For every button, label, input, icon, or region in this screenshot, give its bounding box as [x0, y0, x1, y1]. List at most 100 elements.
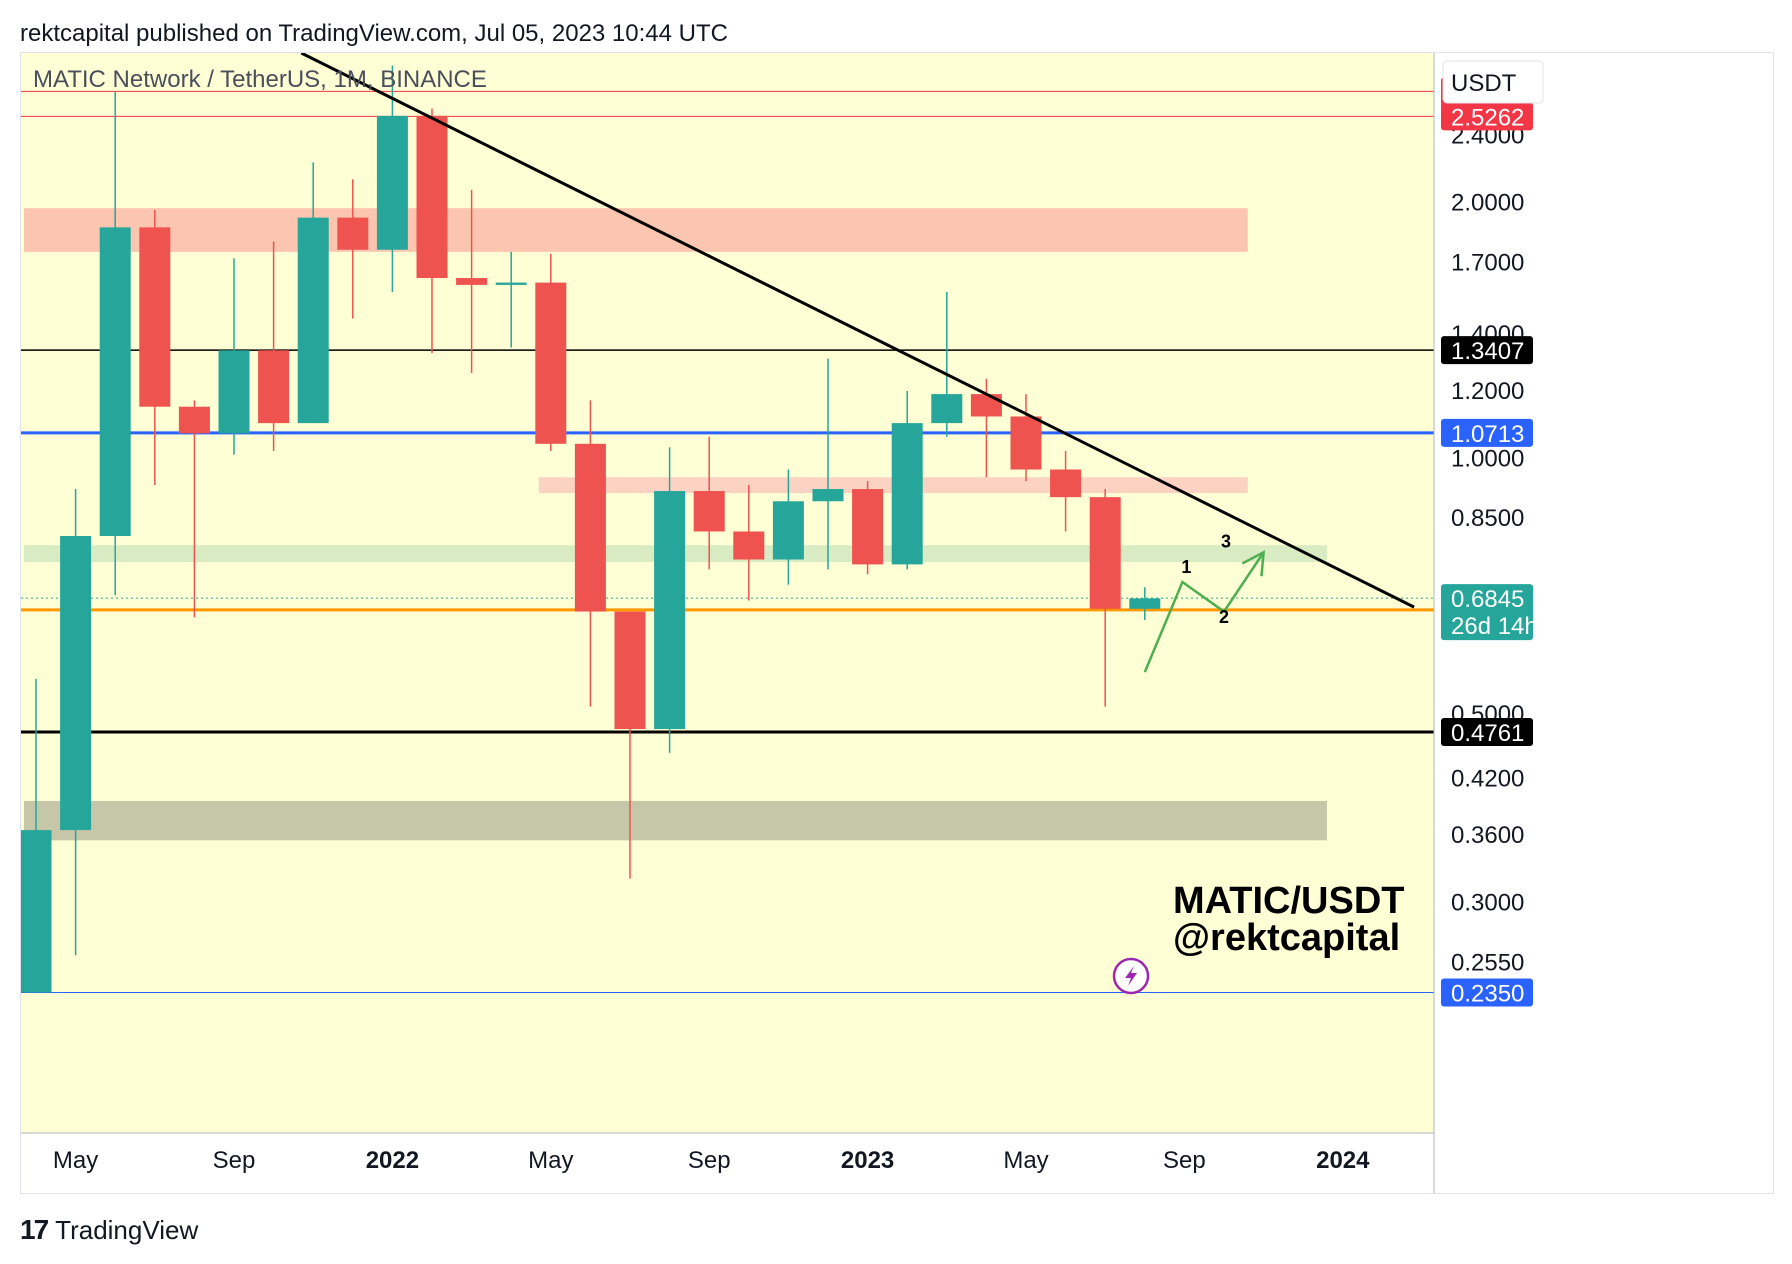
- time-tick-label: Sep: [688, 1147, 731, 1174]
- candle-body: [139, 227, 171, 407]
- candle-body: [852, 489, 884, 565]
- candle-body: [931, 394, 963, 424]
- time-tick-label: May: [528, 1147, 573, 1174]
- wave-label: 3: [1221, 532, 1231, 552]
- price-tick-label: 0.3000: [1451, 889, 1524, 916]
- lightning-icon[interactable]: [1112, 957, 1150, 995]
- candle: [1010, 394, 1042, 482]
- candle: [574, 400, 606, 707]
- current-price-label: 0.6845: [1451, 586, 1524, 613]
- time-tick-label: Sep: [213, 1147, 256, 1174]
- time-axis[interactable]: May Sep 2022 May Sep 2023 May Sep 2024: [53, 1147, 1370, 1174]
- candle: [693, 436, 725, 570]
- candle: [178, 400, 210, 618]
- candle: [772, 469, 804, 585]
- footer[interactable]: 17 TradingView: [20, 1214, 198, 1246]
- candle: [654, 447, 686, 753]
- candle-body: [970, 394, 1002, 417]
- candle: [337, 179, 369, 319]
- candle-body: [456, 278, 488, 285]
- price-tick-label: 0.3600: [1451, 822, 1524, 849]
- level-tag: [1441, 718, 1533, 747]
- wave-label: 2: [1219, 607, 1229, 627]
- candle: [258, 241, 290, 451]
- level-tag-label: 1.0713: [1451, 421, 1524, 448]
- zone-band: [24, 800, 1327, 841]
- candle: [218, 258, 250, 455]
- candle-body: [574, 443, 606, 612]
- watermark-line-1: MATIC/USDT: [1173, 880, 1405, 922]
- candle-body: [218, 350, 250, 434]
- level-tag: [1441, 336, 1533, 365]
- currency-box[interactable]: [1442, 60, 1544, 104]
- candle-body: [60, 536, 92, 831]
- candle-body: [376, 115, 408, 250]
- level-tag: [1441, 978, 1533, 1007]
- current-price-tag: [1441, 584, 1533, 641]
- time-axis-background: [21, 1133, 1434, 1193]
- level-tag-label: 0.2350: [1451, 981, 1524, 1008]
- price-axis[interactable]: 2.40002.00001.70001.40001.20001.00000.85…: [1441, 77, 1538, 1008]
- price-tick-label: 0.4200: [1451, 765, 1524, 792]
- candle: [535, 253, 567, 451]
- candle-body: [1050, 469, 1082, 498]
- level-tag-label: 2.5262: [1451, 104, 1524, 131]
- time-tick-label: 2022: [366, 1147, 419, 1174]
- time-tick-label: 2023: [841, 1147, 894, 1174]
- tradingview-brand: TradingView: [55, 1214, 199, 1245]
- candle: [1129, 587, 1161, 621]
- candle-body: [891, 423, 923, 565]
- candle: [495, 251, 527, 348]
- candle-body: [1010, 416, 1042, 470]
- price-tick-label: 1.2000: [1451, 378, 1524, 405]
- candle: [931, 291, 963, 437]
- trendline-layer: [300, 53, 1415, 609]
- price-tick-label: 1.0000: [1451, 445, 1524, 472]
- time-tick-label: May: [1003, 1147, 1048, 1174]
- candle: [60, 489, 92, 956]
- candle: [812, 358, 844, 570]
- candle: [1089, 489, 1121, 707]
- price-chart[interactable]: 123 2.40002.00001.70001.40001.20001.0000…: [21, 53, 1773, 1193]
- level-tag: [1441, 418, 1533, 447]
- candle: [614, 611, 646, 879]
- level-tag-label: 0.4761: [1451, 720, 1524, 747]
- levels-layer: [21, 90, 1434, 993]
- price-tick-label: 0.2550: [1451, 949, 1524, 976]
- candle-body: [772, 501, 804, 560]
- symbol-title: MATIC Network / TetherUS, 1M, BINANCE: [33, 66, 487, 93]
- candle: [416, 108, 448, 354]
- price-tick-label: 2.0000: [1451, 190, 1524, 217]
- price-tick-label: 0.8500: [1451, 505, 1524, 532]
- candle: [1050, 450, 1082, 532]
- level-tag-label: 1.3407: [1451, 338, 1524, 365]
- candle-body: [99, 227, 131, 537]
- time-tick-label: Sep: [1163, 1147, 1206, 1174]
- candle: [376, 65, 408, 292]
- candle-body: [654, 491, 686, 730]
- candle-body: [178, 406, 210, 434]
- publish-header: rektcapital published on TradingView.com…: [20, 20, 728, 47]
- candle-body: [535, 282, 567, 444]
- projection-path: [1143, 551, 1265, 673]
- candle: [456, 189, 488, 374]
- candle-body: [1089, 497, 1121, 609]
- zone-band: [24, 208, 1248, 252]
- candle-body: [258, 350, 290, 424]
- price-tick-label: 1.7000: [1451, 250, 1524, 277]
- candle-body: [614, 611, 646, 730]
- candle-body: [693, 491, 725, 532]
- candle: [139, 210, 171, 486]
- level-tag: [1441, 102, 1533, 131]
- time-tick-label: 2024: [1316, 1147, 1370, 1174]
- wave-label: 1: [1181, 557, 1191, 577]
- candle: [733, 485, 765, 601]
- candle: [21, 678, 52, 993]
- watermark-line-2: @rektcapital: [1173, 917, 1400, 959]
- tradingview-logo-icon: 17: [20, 1214, 49, 1245]
- candle: [852, 481, 884, 575]
- candle-body: [495, 282, 527, 285]
- projection-layer: 1 2 3: [1143, 532, 1266, 673]
- candle: [297, 162, 329, 424]
